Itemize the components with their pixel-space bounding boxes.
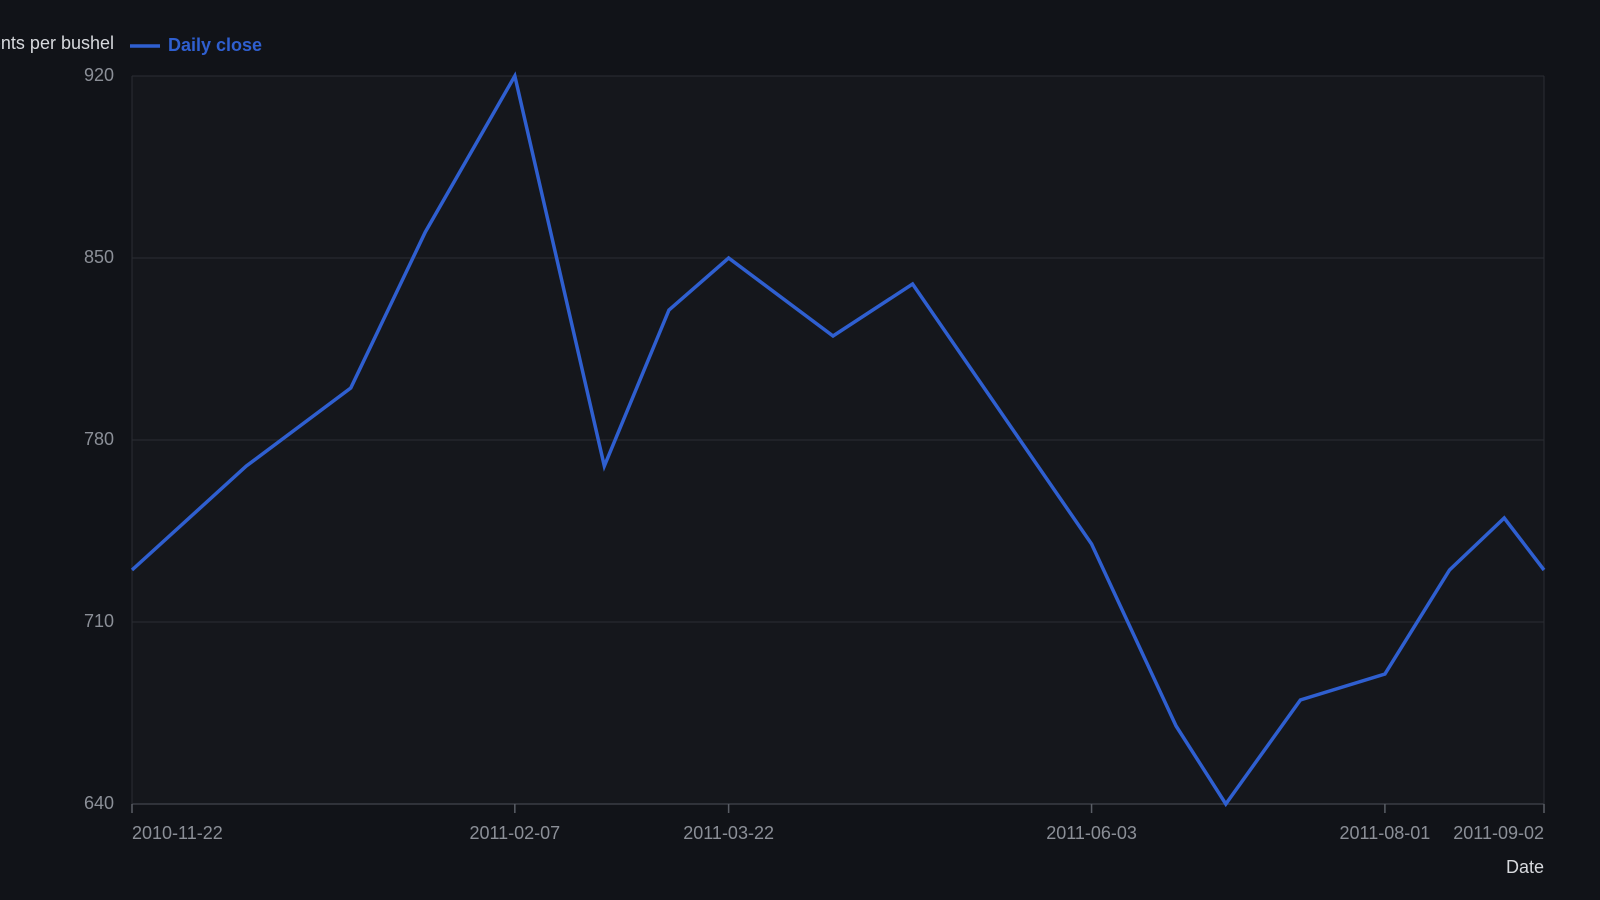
x-tick-label: 2011-03-22 (683, 823, 774, 843)
x-tick-label: 2011-02-07 (469, 823, 560, 843)
x-tick-label: 2010-11-22 (132, 823, 223, 843)
y-axis-label: Cents per bushel (0, 33, 114, 53)
data-line (130, 71, 1546, 808)
x-tick-label: 2011-09-02 (1453, 823, 1544, 843)
legend-label: Daily close (168, 35, 262, 55)
y-tick-label: 780 (84, 429, 114, 449)
y-tick-label: 850 (84, 247, 114, 267)
y-tick-label: 710 (84, 611, 114, 631)
x-tick-label: 2011-06-03 (1046, 823, 1137, 843)
x-tick-label: 2011-08-01 (1340, 823, 1431, 843)
y-tick-label: 640 (84, 793, 114, 813)
y-tick-label: 920 (84, 65, 114, 85)
x-axis-label: Date (1506, 857, 1544, 877)
